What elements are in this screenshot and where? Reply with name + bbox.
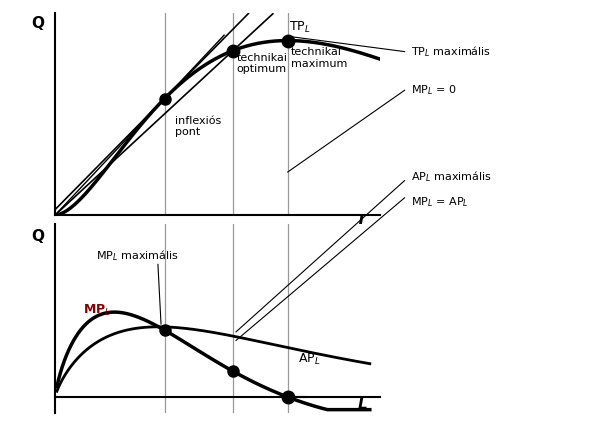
Text: L: L: [358, 397, 368, 412]
Text: inflexiós
pont: inflexiós pont: [175, 116, 221, 137]
Text: Q: Q: [32, 229, 45, 244]
Text: AP$_L$: AP$_L$: [298, 352, 321, 367]
Text: MP$_L$ maximális: MP$_L$ maximális: [96, 248, 179, 263]
Text: L: L: [358, 216, 368, 231]
Text: MP$_L$: MP$_L$: [83, 303, 110, 318]
Text: technikai
optimum: technikai optimum: [237, 53, 287, 74]
Text: MP$_L$ = 0: MP$_L$ = 0: [411, 83, 457, 97]
Text: TP$_L$: TP$_L$: [289, 20, 311, 35]
Text: TP$_L$ maximális: TP$_L$ maximális: [411, 44, 491, 59]
Text: AP$_L$ maximális: AP$_L$ maximális: [411, 169, 492, 184]
Text: MP$_L$ = AP$_L$: MP$_L$ = AP$_L$: [411, 195, 468, 209]
Text: technikai
maximum: technikai maximum: [291, 47, 348, 68]
Text: Q: Q: [32, 16, 45, 31]
